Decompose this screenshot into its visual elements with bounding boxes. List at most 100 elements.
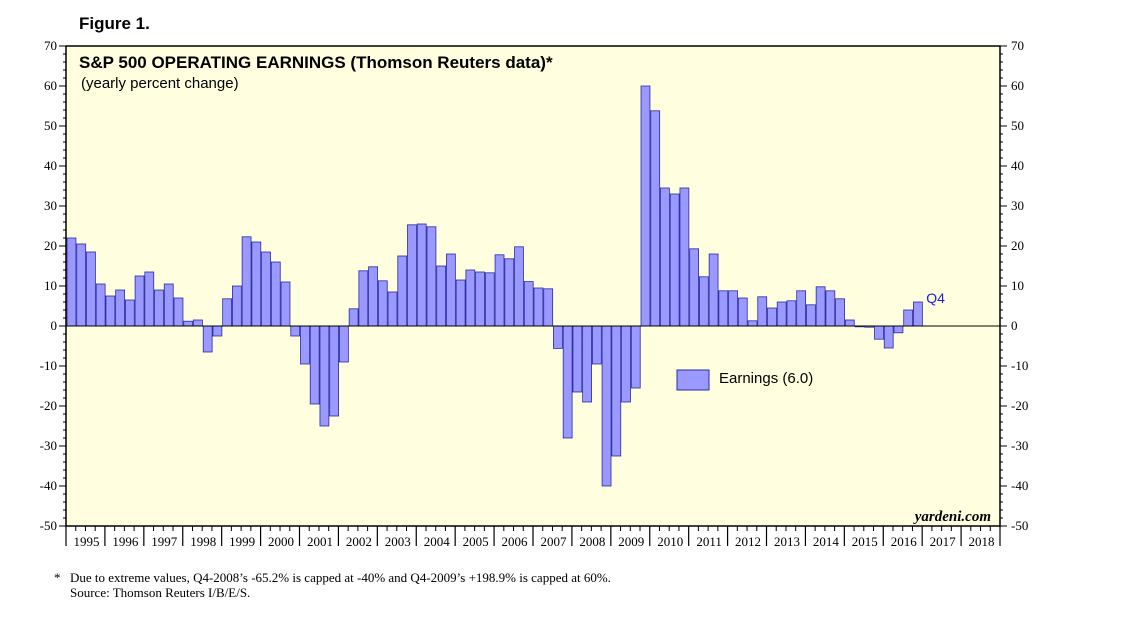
bar [844, 319, 855, 327]
bar [76, 243, 87, 327]
bar [533, 287, 544, 327]
bar [319, 325, 330, 427]
bar [446, 253, 456, 327]
x-tick-label: 2001 [307, 534, 333, 549]
bar [105, 295, 116, 327]
axes-group: -50 -50 -40 -40 -30 -30 -20 -20 -10 -10 0 0 10 10 20 20… [40, 38, 1029, 549]
bar [562, 325, 573, 439]
bar [514, 246, 524, 327]
bar [202, 325, 213, 353]
x-tick-label: 2015 [852, 534, 878, 549]
x-tick-label: 2007 [540, 534, 567, 549]
bar [212, 325, 223, 337]
legend: Earnings (6.0) [676, 369, 813, 391]
bar [601, 325, 612, 487]
bar [124, 299, 135, 327]
bar [689, 248, 699, 327]
y-tick-label-left: -30 [40, 438, 57, 453]
bar [757, 296, 768, 327]
x-tick-label: 1998 [190, 534, 216, 549]
bar [786, 300, 797, 327]
bar [309, 325, 320, 405]
bar [543, 288, 554, 327]
bar [426, 226, 437, 327]
x-tick-label: 2011 [696, 534, 722, 549]
x-tick-label: 2010 [657, 534, 683, 549]
bar [475, 271, 485, 327]
bar [358, 270, 369, 327]
bar [484, 272, 495, 327]
bar [144, 271, 155, 327]
bar [261, 251, 271, 327]
legend-swatch [676, 369, 710, 391]
bar [397, 255, 408, 327]
bar [553, 325, 563, 349]
x-tick-label: 2016 [891, 534, 918, 549]
y-tick-label-right: 30 [1011, 198, 1024, 213]
y-tick-label-right: -50 [1011, 518, 1028, 533]
bar [416, 223, 427, 327]
bar [86, 251, 96, 327]
bar [699, 276, 709, 327]
bar [660, 187, 670, 327]
bar [329, 325, 340, 417]
footnote-text: Due to extreme values, Q4-2008’s -65.2% … [70, 570, 611, 585]
bar [874, 325, 884, 340]
y-tick-label-left: -50 [40, 518, 57, 533]
y-tick-label-left: 30 [44, 198, 57, 213]
y-tick-label-left: 20 [44, 238, 57, 253]
bar [387, 291, 398, 327]
x-tick-label: 2004 [424, 534, 451, 549]
last-point-label: Q4 [926, 290, 945, 306]
source-note: Source: Thomson Reuters I/B/E/S. [70, 585, 251, 600]
bar [718, 290, 729, 327]
y-tick-label-right: 10 [1011, 278, 1024, 293]
bar [767, 307, 777, 327]
bar [825, 290, 836, 327]
x-tick-label: 2009 [618, 534, 644, 549]
bar [290, 325, 301, 337]
bar [630, 325, 641, 389]
y-tick-label-right: 70 [1011, 38, 1024, 53]
x-tick-label: 2006 [502, 534, 529, 549]
y-tick-label-left: -40 [40, 478, 57, 493]
y-tick-label-right: -20 [1011, 398, 1028, 413]
y-tick-label-left: 10 [44, 278, 57, 293]
y-tick-label-left: -20 [40, 398, 57, 413]
bar [640, 85, 651, 327]
y-tick-label-left: 50 [44, 118, 57, 133]
bar [339, 325, 349, 363]
bar [728, 290, 738, 327]
x-tick-label: 2014 [813, 534, 840, 549]
x-tick-label: 2018 [969, 534, 995, 549]
y-tick-label-right: -30 [1011, 438, 1028, 453]
x-tick-label: 2002 [346, 534, 372, 549]
bar [650, 110, 661, 327]
bar [193, 319, 203, 327]
legend-label: Earnings (6.0) [719, 370, 813, 387]
y-tick-label-right: 40 [1011, 158, 1024, 173]
y-tick-label-left: -10 [40, 358, 57, 373]
bar [903, 309, 914, 327]
y-tick-label-left: 60 [44, 78, 57, 93]
bar [893, 325, 904, 334]
y-tick-label-left: 70 [44, 38, 57, 53]
bar [66, 237, 77, 327]
bar [883, 325, 894, 349]
bar [377, 280, 388, 327]
bar [621, 325, 631, 403]
bar [241, 236, 252, 327]
bar [95, 283, 106, 327]
x-tick-label: 2000 [268, 534, 294, 549]
figure-label: Figure 1. [79, 14, 150, 33]
y-tick-label-left: 0 [51, 318, 58, 333]
bar [806, 304, 816, 327]
footnote-marker: * [54, 570, 61, 585]
bar [115, 289, 125, 327]
bar [591, 325, 602, 365]
bar [679, 187, 690, 327]
bar [504, 258, 515, 327]
x-tick-label: 2005 [463, 534, 489, 549]
bar [913, 301, 923, 327]
